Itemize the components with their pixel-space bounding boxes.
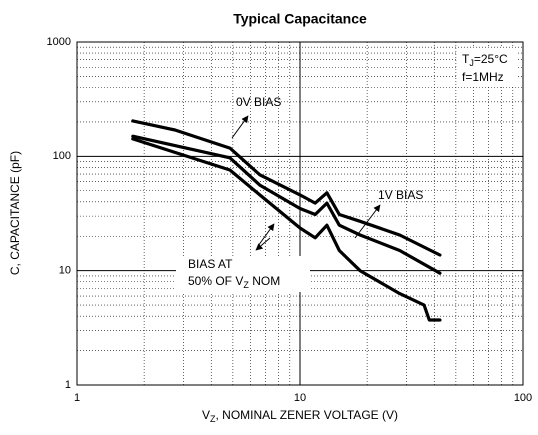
arrow bbox=[354, 204, 381, 239]
curve bbox=[131, 119, 442, 257]
y-axis-label: C, CAPACITANCE (pF) bbox=[8, 151, 22, 275]
x-axis-label-part: , NOMINAL ZENER VOLTAGE (V) bbox=[216, 408, 398, 422]
annotation: 0V BIAS bbox=[236, 95, 281, 109]
arrow bbox=[257, 223, 275, 247]
curve bbox=[131, 137, 442, 322]
annotation: BIAS AT bbox=[188, 257, 233, 271]
x-axis-label: VZ, NOMINAL ZENER VOLTAGE (V) bbox=[202, 408, 398, 424]
annotation: 1V BIAS bbox=[378, 188, 423, 202]
y-tick-label: 1000 bbox=[47, 36, 71, 48]
annotation-part: NOM bbox=[249, 274, 280, 288]
annotation: 50% OF VZ NOM bbox=[188, 274, 280, 290]
y-tick-label: 10 bbox=[59, 265, 71, 277]
grid bbox=[76, 41, 524, 386]
annotations bbox=[176, 48, 518, 292]
annotation-sub: Z bbox=[243, 280, 249, 290]
conditions-box bbox=[458, 48, 518, 86]
curve bbox=[131, 134, 442, 275]
plot-frame bbox=[76, 41, 524, 386]
x-tick-label: 1 bbox=[74, 392, 80, 404]
chart-title: Typical Capacitance bbox=[233, 11, 367, 27]
annotation-sub: J bbox=[469, 58, 474, 68]
arrow bbox=[231, 115, 249, 139]
annotation-part: T bbox=[462, 52, 470, 66]
x-tick-label: 10 bbox=[294, 392, 306, 404]
annotation-part: =25°C bbox=[474, 52, 508, 66]
curves bbox=[131, 119, 442, 322]
annotation: f=1MHz bbox=[462, 70, 504, 84]
x-axis-label-sub: Z bbox=[210, 414, 216, 424]
x-axis-label-part: V bbox=[202, 408, 210, 422]
annotation-part: 50% OF V bbox=[188, 274, 243, 288]
y-tick-label: 1 bbox=[65, 379, 71, 391]
annotation: TJ=25°C bbox=[462, 52, 508, 68]
y-tick-label: 100 bbox=[53, 150, 71, 162]
label-box bbox=[176, 256, 310, 292]
arrow bbox=[255, 237, 271, 251]
x-tick-label: 100 bbox=[514, 392, 532, 404]
